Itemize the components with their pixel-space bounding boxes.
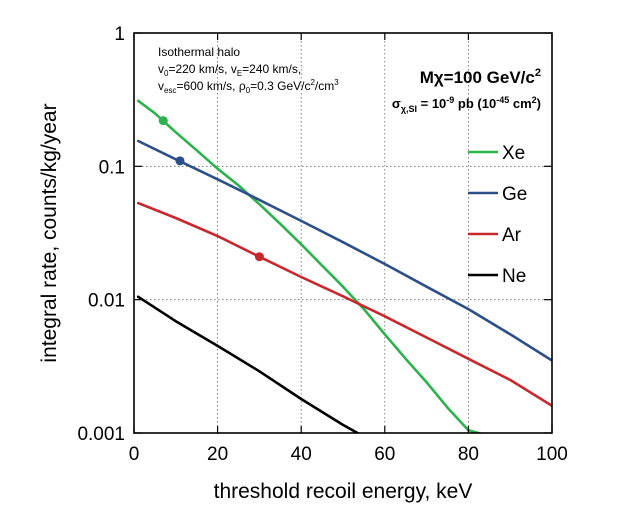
series-line-ar (136, 201, 552, 408)
x-tick-label: 80 (458, 444, 479, 465)
halo-title: Isothermal halo (158, 45, 240, 59)
y-axis-title: integral rate, counts/kg/year (38, 103, 61, 362)
halo-velocities: v0=220 km/s, vE=240 km/s, (158, 62, 301, 78)
x-tick-label: 100 (536, 444, 568, 465)
tick-labels: 0 20 40 60 80 100 0.001 0.01 0.1 1 (77, 24, 567, 465)
legend: Xe Ge Ar Ne (468, 143, 527, 287)
series-line-ge (136, 139, 552, 362)
x-tick-label: 20 (207, 444, 228, 465)
parameter-annotation: Mχ=100 GeV/c2 σχ,SI = 10-9 pb (10-45 cm2… (392, 67, 541, 114)
y-tick-label: 0.001 (77, 424, 125, 445)
wimp-mass-label: Mχ=100 GeV/c2 (420, 67, 541, 87)
legend-label-xe: Xe (502, 143, 525, 164)
x-tick-label: 60 (374, 444, 395, 465)
threshold-marker-ar (254, 252, 264, 262)
plot-frame (133, 32, 553, 434)
legend-label-ar: Ar (502, 225, 522, 246)
halo-escape-density: vesc=600 km/s, ρ0=0.3 GeV/c2/cm3 (158, 78, 339, 95)
threshold-marker-xe (158, 116, 168, 126)
legend-label-ne: Ne (502, 266, 526, 287)
y-tick-label: 0.01 (88, 291, 125, 312)
series-layer (136, 99, 552, 433)
legend-label-ge: Ge (502, 184, 527, 205)
marker-layer (158, 116, 264, 262)
cross-section-label: σχ,SI = 10-9 pb (10-45 cm2) (392, 95, 541, 114)
series-line-xe (136, 99, 484, 433)
threshold-marker-ge (175, 156, 185, 166)
x-axis-title: threshold recoil energy, keV (214, 480, 473, 503)
y-tick-label: 1 (114, 24, 125, 45)
x-tick-label: 0 (129, 444, 140, 465)
x-tick-label: 40 (291, 444, 312, 465)
halo-annotation: Isothermal halo v0=220 km/s, vE=240 km/s… (158, 45, 339, 95)
series-line-ne (136, 295, 361, 433)
tick-marks (133, 32, 553, 434)
y-tick-label: 0.1 (99, 157, 125, 178)
